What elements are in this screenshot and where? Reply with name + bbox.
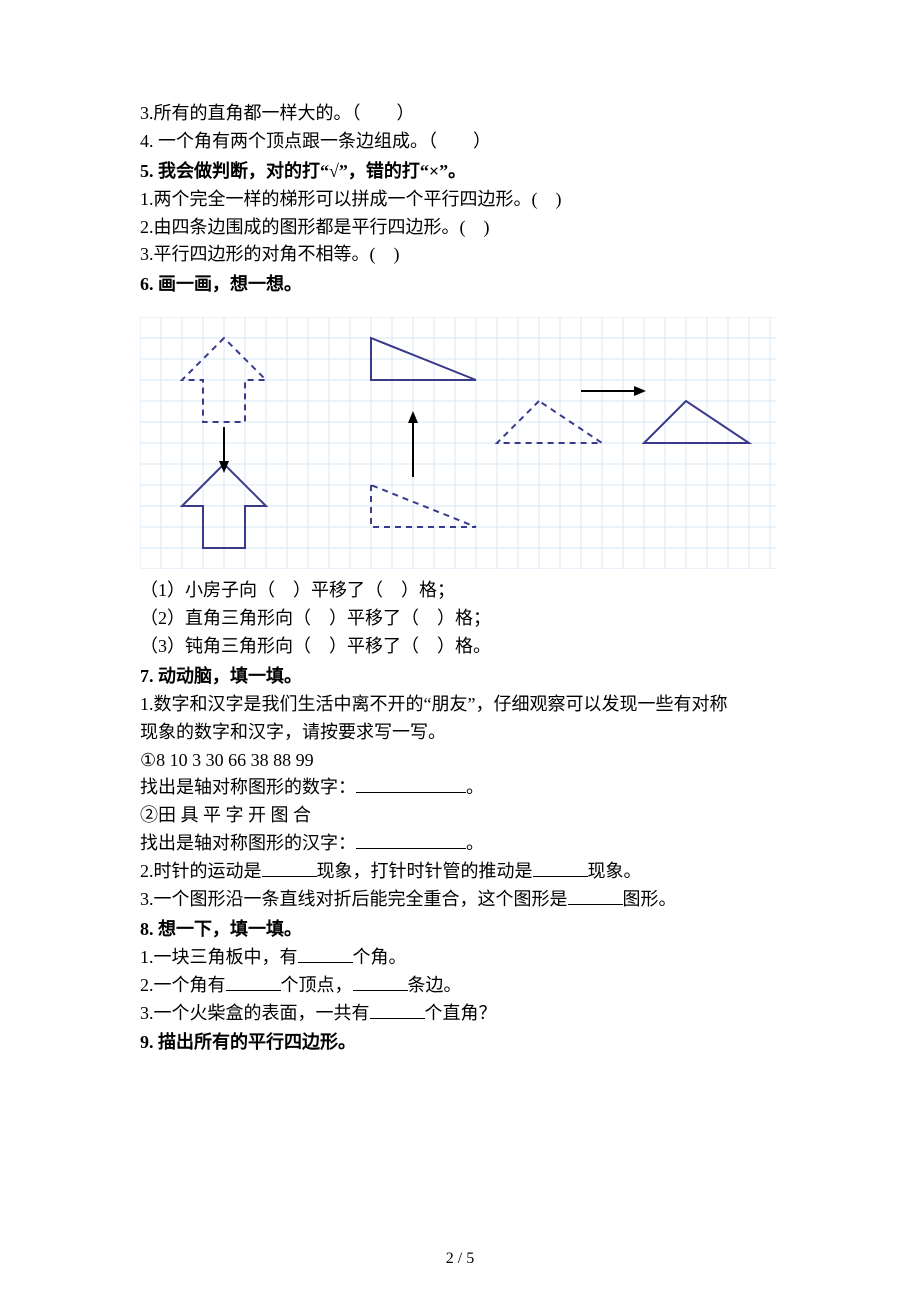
sec7-2a: 2.时针的运动是 xyxy=(140,861,262,881)
sec5-item3: 3.平行四边形的对角不相等。( ) xyxy=(140,241,780,269)
sec7-1f: 找出是轴对称图形的汉字： 。 xyxy=(140,830,780,858)
sec7-1d-pre: 找出是轴对称图形的数字： xyxy=(140,777,356,797)
sec8-3a: 3.一个火柴盒的表面，一共有 xyxy=(140,1003,370,1023)
sec7-3a: 3.一个图形沿一条直线对折后能完全重合，这个图形是 xyxy=(140,889,568,909)
sec8-3b: 个直角？ xyxy=(425,1003,497,1023)
sec5-heading: 5. 我会做判断，对的打“√”，错的打“×”。 xyxy=(140,158,780,186)
blank-81 xyxy=(298,944,353,963)
sec8-2c: 条边。 xyxy=(408,975,462,995)
sec8-3: 3.一个火柴盒的表面，一共有 个直角？ xyxy=(140,1000,780,1028)
sec7-2: 2.时针的运动是 现象，打针时针管的推动是 现象。 xyxy=(140,858,780,886)
sec8-heading: 8. 想一下，填一填。 xyxy=(140,916,780,944)
blank-83 xyxy=(370,1000,425,1019)
q3-text: 3.所有的直角都一样大的。（ ） xyxy=(140,100,780,128)
sec7-1f-post: 。 xyxy=(466,833,484,853)
sec7-1d: 找出是轴对称图形的数字： 。 xyxy=(140,774,780,802)
sec6-figure xyxy=(140,317,780,569)
sec7-1d-post: 。 xyxy=(466,777,484,797)
q4-text: 4. 一个角有两个顶点跟一条边组成。（ ） xyxy=(140,128,780,156)
sec6-heading: 6. 画一画，想一想。 xyxy=(140,271,780,299)
sec7-3: 3.一个图形沿一条直线对折后能完全重合，这个图形是 图形。 xyxy=(140,886,780,914)
blank-73 xyxy=(568,886,623,905)
sec6-sub3: （3）钝角三角形向（ ）平移了（ ）格。 xyxy=(140,633,780,661)
sec6-sub1: （1）小房子向（ ）平移了（ ）格； xyxy=(140,577,780,605)
blank-72b xyxy=(533,858,588,877)
sec7-1a: 1.数字和汉字是我们生活中离不开的“朋友”，仔细观察可以发现一些有对称 xyxy=(140,691,780,719)
sec7-1e: ②田 具 平 字 开 图 合 xyxy=(140,802,780,830)
sec5-item2: 2.由四条边围成的图形都是平行四边形。( ) xyxy=(140,214,780,242)
sec8-1a: 1.一块三角板中，有 xyxy=(140,947,298,967)
sec7-3b: 图形。 xyxy=(623,889,677,909)
sec7-2b: 现象，打针时针管的推动是 xyxy=(317,861,533,881)
blank-82a xyxy=(226,972,281,991)
sec7-1c: ①8 10 3 30 66 38 88 99 xyxy=(140,747,780,775)
sec8-2a: 2.一个角有 xyxy=(140,975,226,995)
sec8-2b: 个顶点， xyxy=(281,975,353,995)
sec7-2c: 现象。 xyxy=(588,861,642,881)
sec7-1f-pre: 找出是轴对称图形的汉字： xyxy=(140,833,356,853)
sec6-sub2: （2）直角三角形向（ ）平移了（ ）格； xyxy=(140,605,780,633)
sec8-2: 2.一个角有 个顶点， 条边。 xyxy=(140,972,780,1000)
blank-hanzi xyxy=(356,830,466,849)
sec9-heading: 9. 描出所有的平行四边形。 xyxy=(140,1029,780,1057)
page-footer: 2 / 5 xyxy=(0,1247,920,1272)
sec8-1b: 个角。 xyxy=(353,947,407,967)
sec7-heading: 7. 动动脑，填一填。 xyxy=(140,663,780,691)
translation-diagram xyxy=(140,317,776,569)
blank-digits xyxy=(356,774,466,793)
sec7-1b: 现象的数字和汉字，请按要求写一写。 xyxy=(140,719,780,747)
page: 3.所有的直角都一样大的。（ ） 4. 一个角有两个顶点跟一条边组成。（ ） 5… xyxy=(0,0,920,1302)
sec8-1: 1.一块三角板中，有 个角。 xyxy=(140,944,780,972)
blank-72a xyxy=(262,858,317,877)
sec5-item1: 1.两个完全一样的梯形可以拼成一个平行四边形。( ) xyxy=(140,186,780,214)
blank-82b xyxy=(353,972,408,991)
